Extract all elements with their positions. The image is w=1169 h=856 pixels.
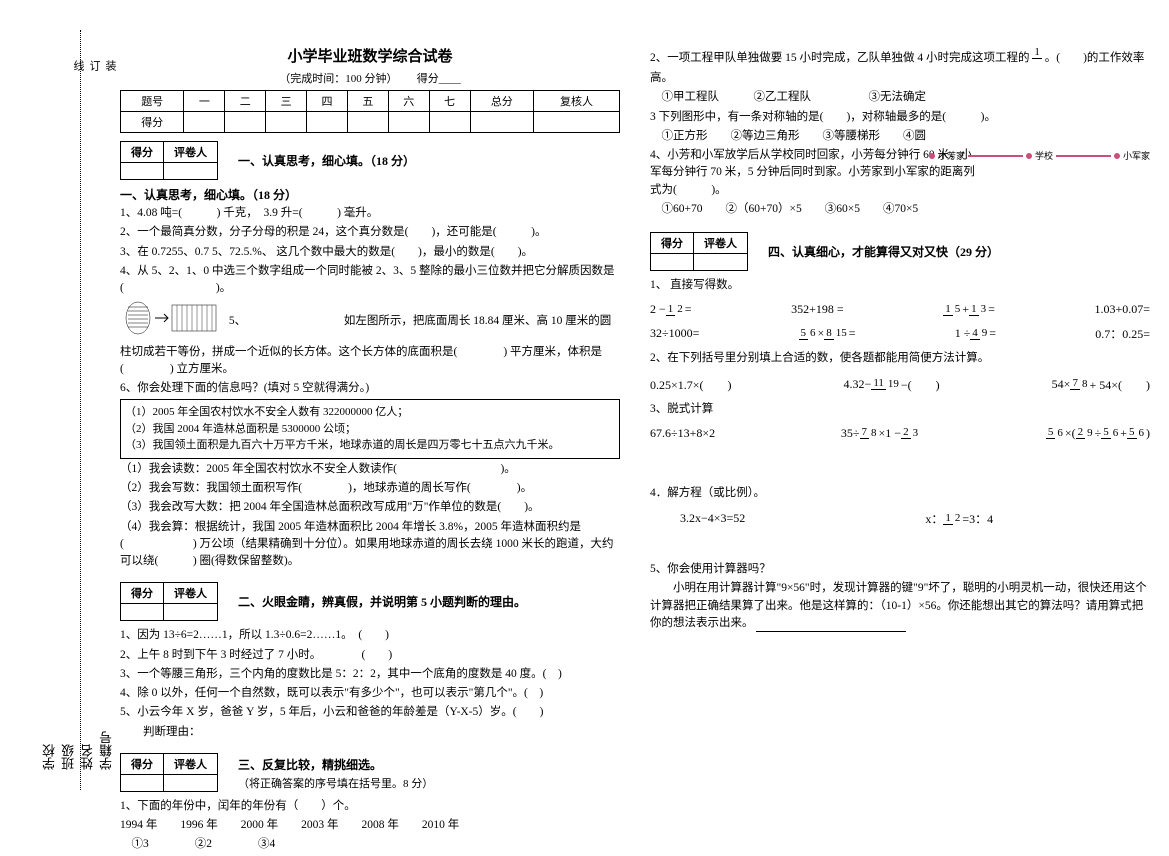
s4-q3-head: 3、脱式计算: [650, 401, 1150, 418]
section-score-2: 得分评卷人: [120, 582, 218, 621]
s2-q5: 5、小云今年 X 岁，爸爸 Y 岁，5 年后，小云和爸爸的年龄差是（Y-X-5）…: [120, 704, 620, 721]
exam-subtitle: （完成时间：100 分钟） 得分____: [120, 70, 620, 86]
s4-q3-row: 67.6÷13+8×2 35÷78×1 − 23 56×(29÷56+56): [650, 426, 1150, 441]
answer-line: [756, 618, 906, 632]
right-column: 2、一项工程甲队单独做要 15 小时完成，乙队单独做 4 小时完成这项工程的 1…: [650, 45, 1150, 856]
s4-q4-head: 4．解方程（或比例）。: [650, 485, 1150, 502]
section3-sub: （将正确答案的序号填在括号里。8 分）: [238, 775, 433, 791]
section-score-3: 得分评卷人: [120, 753, 218, 792]
left-column: 小学毕业班数学综合试卷 （完成时间：100 分钟） 得分____ 题号 一 二 …: [120, 45, 620, 856]
section1-body-title: 一、认真思考，细心填。（18 分）: [120, 186, 620, 203]
s1-q1: 1、4.08 吨=( ) 千克， 3.9 升=( ) 毫升。: [120, 205, 620, 222]
s1-q6-1: （1）我会读数：2005 年全国农村饮水不安全人数读作( )。: [120, 461, 620, 478]
section-score-1: 得分评卷人: [120, 141, 218, 180]
s4-q4-row: 3.2x−4×3=52 x：12=3：4: [650, 510, 1150, 527]
s2-q1: 1、因为 13÷6=2……1，所以 1.3÷0.6=2……1。 ( ): [120, 627, 620, 644]
s3-q4-opts: ①60+70 ②（60+70）×5 ③60×5 ④70×5: [650, 201, 1150, 218]
math-row-2: 32÷1000= 56 × 815= 1 ÷ 49= 0.7：0.25=: [650, 325, 1150, 342]
section-score-4: 得分评卷人: [650, 232, 748, 271]
s4-q1-head: 1、 直接写得数。: [650, 277, 1150, 294]
marker: 线: [70, 60, 86, 760]
binding-markers: 装 订 线: [70, 60, 118, 760]
s3-q3: 3 下列图形中，有一条对称轴的是( )，对称轴最多的是( )。: [650, 109, 1150, 126]
s2-q2: 2、上午 8 时到下午 3 时经过了 7 小时。 ( ): [120, 647, 620, 664]
distance-diagram: 小芳家 学校 小军家: [929, 149, 1150, 162]
s1-q6-3: （3）我会改写大数：把 2004 年全国造林总面积改写成用"万"作单位的数是( …: [120, 499, 620, 516]
section3-title: 三、反复比较，精挑细选。: [238, 756, 433, 773]
section2-title: 二、火眼金睛，辨真假，并说明第 5 小题判断的理由。: [238, 593, 526, 610]
section1-title: 一、认真思考，细心填。（18 分）: [238, 152, 415, 169]
s4-q5-head: 5、你会使用计算器吗？: [650, 561, 1150, 578]
s3-q2: 2、一项工程甲队单独做要 15 小时完成，乙队单独做 4 小时完成这项工程的 1…: [650, 47, 1150, 87]
s1-q5: 5、 如左图所示，把底面周长 18.84 厘米、高 10 厘米的圆柱切成若干等份…: [120, 299, 620, 378]
section4-title: 四、认真细心，才能算得又对又快（29 分）: [768, 243, 999, 260]
s1-q6-head: 6、你会处理下面的信息吗？(填对 5 空就得满分。): [120, 380, 620, 397]
s1-q4: 4、从 5、2、1、0 中选三个数字组成一个同时能被 2、3、5 整除的最小三位…: [120, 263, 620, 298]
s4-q2-head: 2、在下列括号里分别填上合适的数，使各题都能用简便方法计算。: [650, 350, 1150, 367]
s2-q4: 4、除 0 以外，任何一个自然数，既可以表示"有多少个"，也可以表示"第几个"。…: [120, 685, 620, 702]
s2-q5-reason: 判断理由：: [120, 724, 620, 741]
label-school: 学校: [40, 50, 59, 770]
s1-q6-4: （4）我会算：根据统计，我国 2005 年造林面积比 2004 年增长 3.8%…: [120, 519, 620, 571]
score-table: 题号 一 二 三 四 五 六 七 总分 复核人 得分: [120, 90, 620, 133]
s2-q3: 3、一个等腰三角形，三个内角的度数比是 5：2：2，其中一个底角的度数是 40 …: [120, 666, 620, 683]
s4-q5-body: 小明在用计算器计算"9×56"时，发现计算器的键"9"坏了，聪明的小明灵机一动，…: [650, 580, 1150, 632]
s3-q3-opts: ①正方形 ②等边三角形 ③等腰梯形 ④圆: [650, 128, 1150, 145]
cylinder-icon: [120, 299, 220, 343]
s3-q1: 1、下面的年份中，闰年的年份有（ ）个。: [120, 798, 620, 815]
s3-q2-opts: ①甲工程队 ②乙工程队 ③无法确定: [650, 89, 1150, 106]
info-box: （1）2005 年全国农村饮水不安全人数有 322000000 亿人； （2）我…: [120, 399, 620, 459]
s3-q1-opts: ①3 ②2 ③4: [120, 836, 620, 853]
s1-q6-2: （2）我会写数：我国领土面积写作( )，地球赤道的周长写作( )。: [120, 480, 620, 497]
s1-q2: 2、一个最简真分数，分子分母的积是 24，这个真分数是( )，还可能是( )。: [120, 224, 620, 241]
s4-q2-row: 0.25×1.7×( ) 4.32−1119−( ) 54×78 + 54×( …: [650, 376, 1150, 393]
marker: 订: [86, 60, 102, 760]
marker: 装: [102, 60, 118, 760]
math-row-1: 2 − 12 = 352+198 = 15 + 13 = 1.03+0.07=: [650, 302, 1150, 317]
s1-q3: 3、在 0.7255、0.7 5、72.5.%、 这几个数中最大的数是( )，最…: [120, 244, 620, 261]
exam-title: 小学毕业班数学综合试卷: [120, 45, 620, 66]
